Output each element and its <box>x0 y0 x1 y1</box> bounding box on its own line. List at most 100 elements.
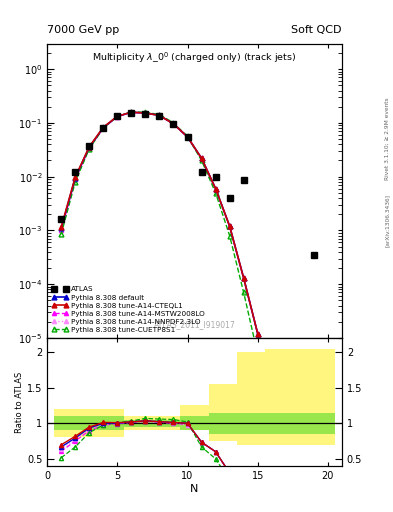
Pythia 8.308 tune-A14-NNPDF2.3LO <box>101 125 106 131</box>
Pythia 8.308 tune-A14-NNPDF2.3LO <box>255 331 260 337</box>
Legend: ATLAS, Pythia 8.308 default, Pythia 8.308 tune-A14-CTEQL1, Pythia 8.308 tune-A14: ATLAS, Pythia 8.308 default, Pythia 8.30… <box>51 285 206 334</box>
Pythia 8.308 tune-CUETP8S1 <box>59 231 64 237</box>
Pythia 8.308 tune-CUETP8S1 <box>101 125 106 131</box>
Pythia 8.308 tune-CUETP8S1 <box>157 112 162 118</box>
Pythia 8.308 tune-A14-MSTW2008LO <box>87 145 92 151</box>
Pythia 8.308 tune-A14-CTEQL1 <box>101 124 106 131</box>
Pythia 8.308 tune-A14-NNPDF2.3LO <box>157 113 162 119</box>
Pythia 8.308 tune-A14-MSTW2008LO <box>157 113 162 119</box>
Pythia 8.308 tune-CUETP8S1 <box>185 134 190 140</box>
Text: 7000 GeV pp: 7000 GeV pp <box>47 25 119 35</box>
Line: Pythia 8.308 tune-A14-CTEQL1: Pythia 8.308 tune-A14-CTEQL1 <box>59 110 260 336</box>
Pythia 8.308 tune-A14-NNPDF2.3LO <box>129 110 134 116</box>
Pythia 8.308 tune-A14-CTEQL1 <box>185 134 190 140</box>
Pythia 8.308 tune-CUETP8S1 <box>73 179 77 185</box>
Pythia 8.308 tune-A14-MSTW2008LO <box>59 227 64 233</box>
Pythia 8.308 default <box>227 223 232 229</box>
Pythia 8.308 default <box>101 124 106 131</box>
Pythia 8.308 default <box>157 112 162 118</box>
Pythia 8.308 tune-A14-NNPDF2.3LO <box>143 110 148 116</box>
Y-axis label: Ratio to ATLAS: Ratio to ATLAS <box>15 371 24 433</box>
Pythia 8.308 default <box>171 121 176 127</box>
ATLAS <box>241 177 246 183</box>
Pythia 8.308 tune-A14-MSTW2008LO <box>171 121 176 127</box>
Pythia 8.308 tune-A14-CTEQL1 <box>73 174 77 180</box>
Text: Soft QCD: Soft QCD <box>292 25 342 35</box>
Text: Multiplicity $\lambda\_0^0$ (charged only) (track jets): Multiplicity $\lambda\_0^0$ (charged onl… <box>92 51 297 66</box>
Pythia 8.308 tune-CUETP8S1 <box>255 351 260 357</box>
ATLAS <box>312 252 316 258</box>
ATLAS <box>171 121 176 127</box>
Pythia 8.308 tune-A14-CTEQL1 <box>115 113 120 119</box>
Pythia 8.308 tune-A14-NNPDF2.3LO <box>59 226 64 232</box>
Pythia 8.308 tune-A14-MSTW2008LO <box>129 110 134 116</box>
Line: ATLAS: ATLAS <box>59 110 317 258</box>
Pythia 8.308 tune-A14-MSTW2008LO <box>255 331 260 337</box>
Pythia 8.308 default <box>143 110 148 116</box>
Pythia 8.308 tune-CUETP8S1 <box>227 232 232 239</box>
Pythia 8.308 tune-A14-NNPDF2.3LO <box>115 113 120 119</box>
Pythia 8.308 tune-CUETP8S1 <box>199 157 204 163</box>
ATLAS <box>101 124 106 131</box>
Pythia 8.308 tune-A14-MSTW2008LO <box>143 110 148 116</box>
Pythia 8.308 tune-A14-CTEQL1 <box>143 110 148 116</box>
Pythia 8.308 tune-A14-NNPDF2.3LO <box>213 185 218 191</box>
Pythia 8.308 default <box>199 155 204 161</box>
Pythia 8.308 tune-CUETP8S1 <box>87 146 92 152</box>
Text: ATLAS_2011_I919017: ATLAS_2011_I919017 <box>154 320 235 329</box>
Pythia 8.308 tune-A14-CTEQL1 <box>241 275 246 281</box>
Pythia 8.308 default <box>255 331 260 337</box>
Pythia 8.308 default <box>241 275 246 281</box>
Pythia 8.308 tune-A14-NNPDF2.3LO <box>73 175 77 181</box>
ATLAS <box>73 169 77 176</box>
ATLAS <box>129 110 134 116</box>
ATLAS <box>143 111 148 117</box>
Pythia 8.308 tune-A14-MSTW2008LO <box>101 125 106 131</box>
Pythia 8.308 tune-A14-MSTW2008LO <box>213 185 218 191</box>
Pythia 8.308 tune-CUETP8S1 <box>129 109 134 115</box>
Pythia 8.308 tune-A14-CTEQL1 <box>227 223 232 229</box>
Pythia 8.308 tune-A14-MSTW2008LO <box>241 275 246 281</box>
Pythia 8.308 tune-CUETP8S1 <box>115 113 120 119</box>
Line: Pythia 8.308 tune-A14-NNPDF2.3LO: Pythia 8.308 tune-A14-NNPDF2.3LO <box>59 110 260 336</box>
Pythia 8.308 tune-A14-CTEQL1 <box>59 224 64 230</box>
X-axis label: N: N <box>190 483 199 494</box>
Pythia 8.308 tune-CUETP8S1 <box>143 109 148 115</box>
Pythia 8.308 tune-A14-MSTW2008LO <box>199 155 204 161</box>
Pythia 8.308 tune-A14-NNPDF2.3LO <box>185 134 190 140</box>
Pythia 8.308 tune-A14-MSTW2008LO <box>73 176 77 182</box>
Pythia 8.308 tune-CUETP8S1 <box>171 120 176 126</box>
Pythia 8.308 default <box>59 225 64 231</box>
ATLAS <box>115 113 120 119</box>
Pythia 8.308 tune-CUETP8S1 <box>241 289 246 295</box>
ATLAS <box>87 142 92 148</box>
Pythia 8.308 default <box>115 113 120 119</box>
Line: Pythia 8.308 tune-A14-MSTW2008LO: Pythia 8.308 tune-A14-MSTW2008LO <box>59 110 260 336</box>
Pythia 8.308 tune-A14-NNPDF2.3LO <box>87 144 92 151</box>
Text: [arXiv:1306.3436]: [arXiv:1306.3436] <box>385 194 389 247</box>
Line: Pythia 8.308 tune-CUETP8S1: Pythia 8.308 tune-CUETP8S1 <box>59 110 260 356</box>
Pythia 8.308 default <box>73 175 77 181</box>
Pythia 8.308 tune-A14-NNPDF2.3LO <box>199 155 204 161</box>
Line: Pythia 8.308 default: Pythia 8.308 default <box>59 110 260 336</box>
Pythia 8.308 tune-A14-CTEQL1 <box>157 112 162 118</box>
Pythia 8.308 tune-A14-MSTW2008LO <box>185 134 190 140</box>
Pythia 8.308 tune-A14-NNPDF2.3LO <box>171 121 176 127</box>
Pythia 8.308 tune-A14-CTEQL1 <box>255 331 260 337</box>
Pythia 8.308 default <box>87 144 92 150</box>
Pythia 8.308 default <box>185 134 190 140</box>
Pythia 8.308 tune-A14-CTEQL1 <box>199 155 204 161</box>
Pythia 8.308 tune-CUETP8S1 <box>213 190 218 196</box>
Pythia 8.308 tune-A14-CTEQL1 <box>213 185 218 191</box>
Text: Rivet 3.1.10; ≥ 2.9M events: Rivet 3.1.10; ≥ 2.9M events <box>385 97 389 180</box>
Pythia 8.308 tune-A14-NNPDF2.3LO <box>241 275 246 281</box>
Pythia 8.308 tune-A14-MSTW2008LO <box>115 114 120 120</box>
Pythia 8.308 tune-A14-MSTW2008LO <box>227 223 232 229</box>
Pythia 8.308 default <box>213 185 218 191</box>
Pythia 8.308 tune-A14-CTEQL1 <box>171 121 176 127</box>
ATLAS <box>185 134 190 140</box>
Pythia 8.308 tune-A14-CTEQL1 <box>129 109 134 115</box>
ATLAS <box>199 169 204 176</box>
ATLAS <box>213 174 218 180</box>
Pythia 8.308 default <box>129 109 134 115</box>
